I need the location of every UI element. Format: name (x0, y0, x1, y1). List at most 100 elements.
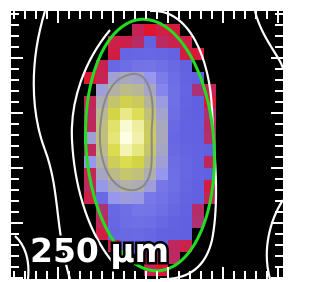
pixel (156, 84, 168, 96)
pixel (168, 132, 180, 144)
pixel (96, 180, 108, 192)
pixel (132, 36, 144, 48)
pixel (180, 144, 192, 156)
pixel (168, 84, 180, 96)
pixel (156, 120, 168, 132)
pixel (180, 108, 192, 120)
pixel (180, 60, 192, 72)
pixel (156, 48, 168, 60)
pixel (132, 192, 144, 204)
pixel (156, 60, 168, 72)
pixel (156, 132, 168, 144)
pixel (180, 96, 192, 108)
pixel (96, 132, 108, 144)
pixel (144, 120, 156, 132)
pixel (96, 120, 108, 132)
pixel (132, 156, 144, 168)
page: 250 μm (() => { const data = JSON.parse(… (0, 0, 320, 282)
pixel (144, 48, 156, 60)
pixel (120, 96, 132, 108)
pixel (168, 204, 180, 216)
pixel (168, 216, 180, 228)
pixel (96, 84, 108, 96)
pixel (120, 60, 132, 72)
pixel (144, 60, 156, 72)
pixel (192, 96, 204, 108)
pixel (168, 240, 180, 252)
pixel (156, 192, 168, 204)
pixel (192, 120, 204, 132)
pixel (144, 96, 156, 108)
pixel (168, 228, 180, 240)
pixel (132, 120, 144, 132)
pixel (156, 96, 168, 108)
pixel (120, 192, 132, 204)
pixel (156, 216, 168, 228)
pixel (108, 216, 120, 228)
pixel (144, 132, 156, 144)
pixel (168, 96, 180, 108)
pixel (192, 192, 204, 204)
pixel (192, 108, 204, 120)
pixel (132, 84, 144, 96)
pixel (144, 36, 156, 48)
pixel (156, 108, 168, 120)
pixel (192, 180, 204, 192)
pixel (120, 216, 132, 228)
pixel (180, 204, 192, 216)
pixel (108, 192, 120, 204)
pixel (144, 204, 156, 216)
pixel (132, 60, 144, 72)
pixel (132, 108, 144, 120)
pixel (168, 72, 180, 84)
pixel (132, 96, 144, 108)
pixel (168, 60, 180, 72)
pixel (168, 192, 180, 204)
pixel (156, 144, 168, 156)
pixel (144, 216, 156, 228)
pixel (156, 36, 168, 48)
pixel (108, 132, 120, 144)
pixel (108, 96, 120, 108)
pixel (132, 204, 144, 216)
pixel (144, 192, 156, 204)
pixel (180, 180, 192, 192)
pixel (168, 48, 180, 60)
pixel (132, 132, 144, 144)
pixel (120, 168, 132, 180)
image: 250 μm (0, 0, 285, 282)
pixel (120, 144, 132, 156)
pixel (144, 24, 156, 36)
pixel (132, 168, 144, 180)
pixel (132, 48, 144, 60)
pixel (120, 108, 132, 120)
pixel (144, 108, 156, 120)
pixel (156, 72, 168, 84)
pixel (168, 156, 180, 168)
pixel (132, 144, 144, 156)
pixel (108, 72, 120, 84)
pixel (144, 156, 156, 168)
pixel (120, 48, 132, 60)
pixel (180, 72, 192, 84)
pixel (108, 204, 120, 216)
pixel (120, 120, 132, 132)
pixel (120, 204, 132, 216)
pixel (108, 144, 120, 156)
pixel (108, 108, 120, 120)
pixel (156, 180, 168, 192)
pixel (168, 180, 180, 192)
pixel (192, 204, 204, 216)
pixel (96, 72, 108, 84)
pixel (108, 60, 120, 72)
wavelength-label: 250 μm (30, 231, 169, 270)
pixel (120, 156, 132, 168)
pixel (96, 192, 108, 204)
pixel (168, 168, 180, 180)
pixel (180, 156, 192, 168)
pixel (120, 132, 132, 144)
pixel (192, 144, 204, 156)
pixel (180, 228, 192, 240)
pixel (168, 120, 180, 132)
pixel (132, 24, 144, 36)
